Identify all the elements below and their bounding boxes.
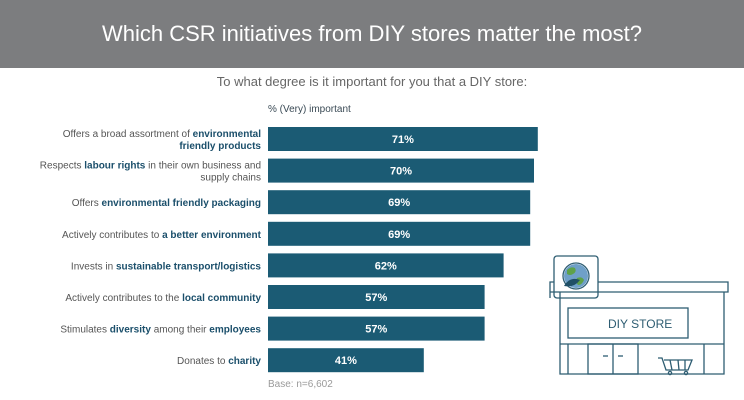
- bar-value-label: 71%: [392, 134, 414, 146]
- bar-value-label: 69%: [388, 197, 410, 209]
- bar: [268, 158, 534, 183]
- leaf-icon: [564, 278, 580, 287]
- globe-icon: [562, 262, 590, 290]
- bar: [268, 221, 531, 246]
- bar: [268, 253, 504, 278]
- bar-value-label: 69%: [388, 229, 410, 241]
- bar-group: 71% 70% 69% 69% 62% 57% 57% 41%: [268, 127, 538, 373]
- bar: [268, 127, 538, 151]
- category-label: Donates to charity: [177, 356, 261, 367]
- bar-value-label: 70%: [390, 166, 412, 178]
- bar: [268, 316, 485, 341]
- bar-value-label: 57%: [365, 292, 387, 304]
- facade-left-edge: [549, 281, 554, 298]
- bar-value-label: 57%: [365, 324, 387, 336]
- base-note: Base: n=6,602: [268, 379, 333, 390]
- bar-value-label: 41%: [335, 355, 357, 367]
- category-label-group: Offers a broad assortment of environment…: [40, 129, 262, 367]
- page-title: Which CSR initiatives from DIY stores ma…: [102, 21, 642, 46]
- value-column-header: % (Very) important: [268, 104, 351, 115]
- category-label: supply chains: [200, 173, 261, 184]
- category-label: Respects labour rights in their own busi…: [40, 161, 261, 172]
- bar: [268, 190, 531, 215]
- category-label: Stimulates diversity among their employe…: [60, 325, 261, 336]
- category-label: Offers environmental friendly packaging: [72, 198, 261, 209]
- category-label: Actively contributes to the local commun…: [65, 293, 261, 304]
- store-sign-text: DIY STORE: [608, 317, 672, 331]
- bar-value-label: 62%: [375, 260, 397, 272]
- roof-line: [550, 281, 729, 293]
- store-sign-board: [567, 307, 689, 339]
- globe-land: [567, 267, 584, 285]
- category-label: Invests in sustainable transport/logisti…: [71, 261, 262, 272]
- shopping-cart-icon: [658, 357, 693, 376]
- building-outline: [559, 292, 725, 375]
- diy-store-illustration: DIY STORE: [549, 255, 729, 376]
- badge-frame: [553, 255, 599, 299]
- chart-subtitle: To what degree is it important for you t…: [216, 74, 528, 89]
- category-label: Actively contributes to a better environ…: [62, 230, 262, 241]
- bar: [268, 285, 485, 309]
- category-label: friendly products: [179, 141, 261, 152]
- category-label: Offers a broad assortment of environment…: [63, 129, 261, 140]
- bar-chart: 71% 70% 69% 69% 62% 57% 57% 41% Offers a broad …: [40, 127, 538, 373]
- title-banner: Which CSR initiatives from DIY stores ma…: [0, 0, 744, 68]
- bar: [268, 348, 424, 373]
